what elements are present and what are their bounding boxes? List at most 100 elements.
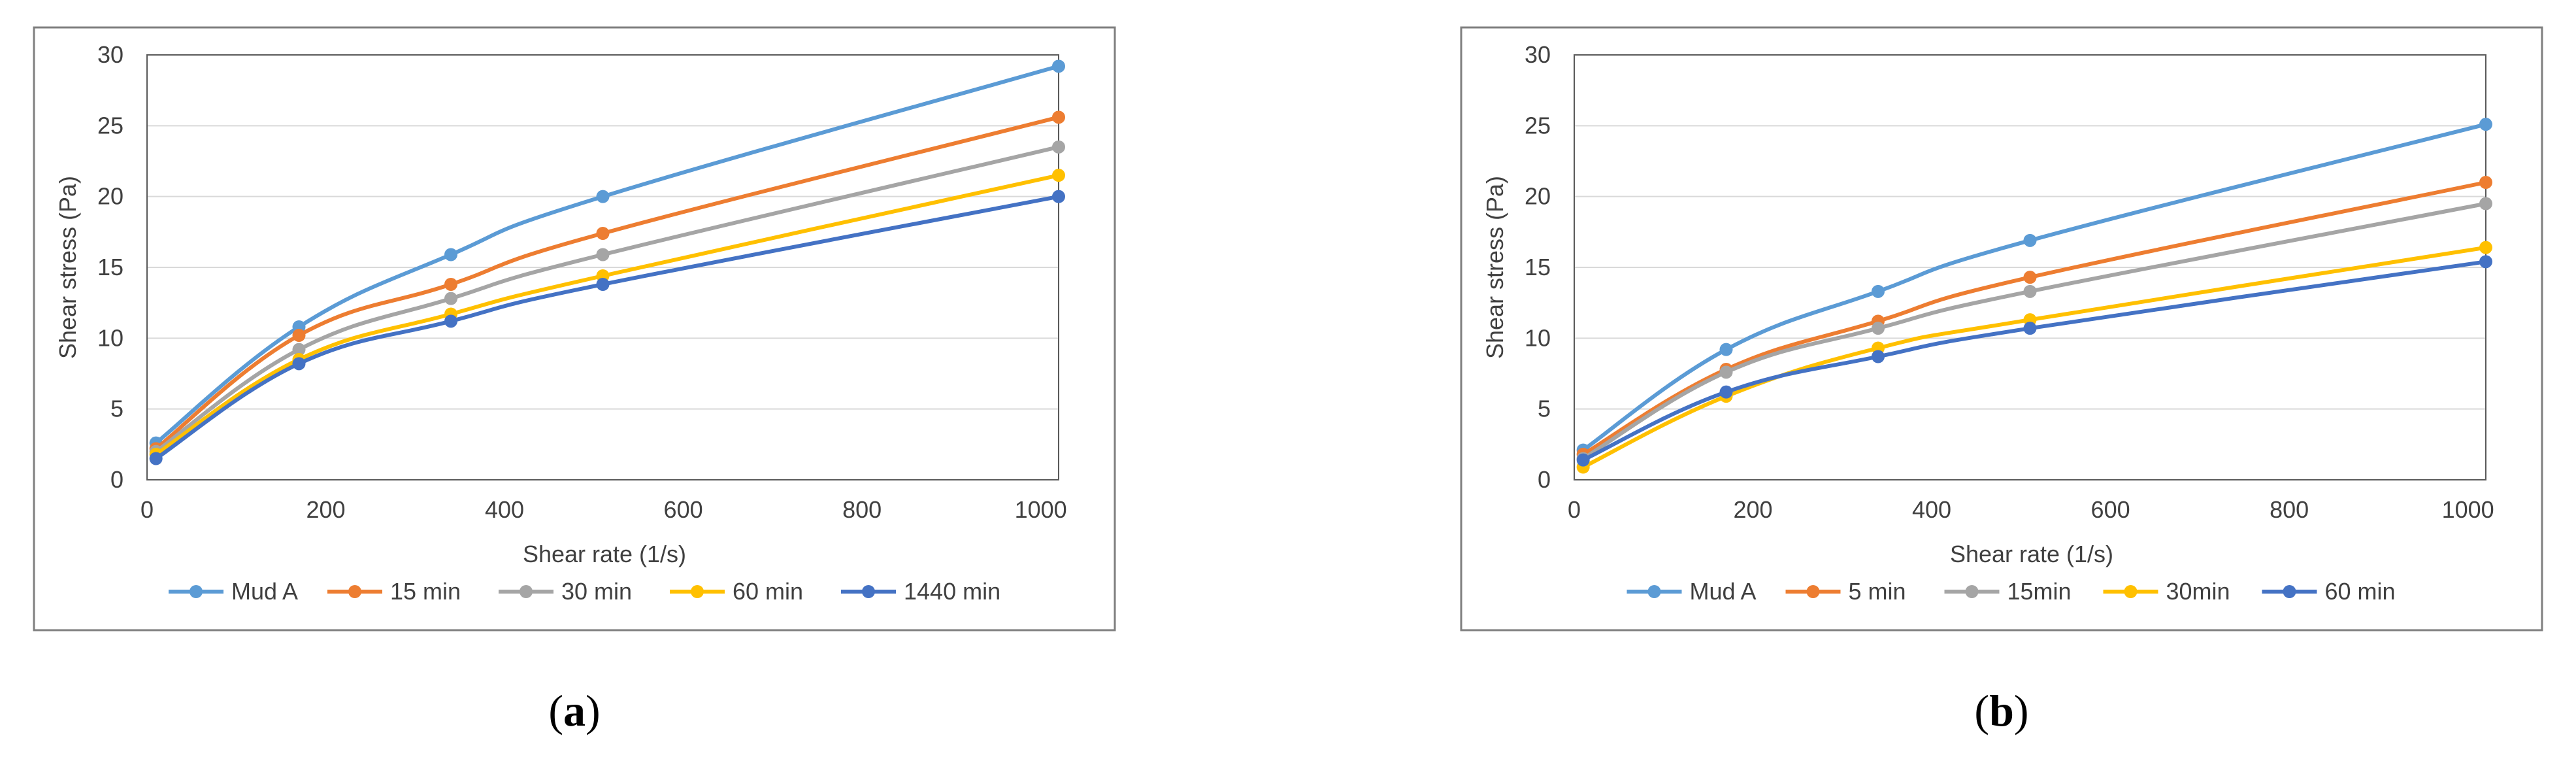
chart-a-legend-label: Mud A	[231, 578, 298, 605]
chart-b-y-axis-title: Shear stress (Pa)	[1481, 176, 1508, 359]
chart-b-legend-item-mud-a: Mud A	[1627, 578, 1757, 605]
chart-b-y-tick-label: 15	[1525, 254, 1551, 280]
chart-b-x-tick-label: 0	[1568, 496, 1581, 523]
chart-a-legend-swatch-marker	[691, 585, 704, 598]
chart-b-legend-label: 15min	[2007, 578, 2072, 605]
chart-a-point-mud-a	[596, 190, 610, 203]
chart-a-x-axis-title: Shear rate (1/s)	[523, 541, 686, 567]
chart-a-point-1440-min	[596, 278, 610, 291]
chart-b-series-line-5-min	[1581, 180, 2488, 456]
chart-b-series-line-15min	[1581, 201, 2488, 461]
chart-b-series-line-30min	[1581, 245, 2488, 469]
chart-b-legend-item-60-min: 60 min	[2262, 578, 2396, 605]
chart-b-y-tick-label: 5	[1538, 395, 1551, 422]
chart-a-legend-item-60-min: 60 min	[670, 578, 803, 605]
chart-a-point-1440-min	[292, 357, 306, 371]
chart-a-y-axis-title: Shear stress (Pa)	[54, 176, 81, 359]
chart-a-point-1440-min	[149, 452, 163, 465]
chart-b-legend-swatch-marker	[1647, 585, 1661, 598]
chart-b-point-15min	[2479, 197, 2492, 210]
chart-b-x-tick-label: 1000	[2442, 496, 2494, 523]
chart-b-point-30min	[2479, 241, 2492, 254]
chart-a-series-line-15-min	[154, 115, 1061, 451]
chart-a-x-axis: 0 200 400 600 800 1000	[140, 496, 1067, 523]
chart-b-point-60-min	[1719, 385, 1733, 399]
chart-b-legend-label: 5 min	[1849, 578, 1906, 605]
chart-a-series-line-1440-min	[154, 194, 1061, 461]
chart-a-y-tick-label: 5	[110, 395, 124, 422]
chart-a-legend-label: 15 min	[390, 578, 461, 605]
chart-a-y-tick-label: 15	[97, 254, 124, 280]
chart-a-legend-item-mud-a: Mud A	[169, 578, 298, 605]
chart-a-point-15-min	[596, 227, 610, 240]
chart-a-legend-swatch-marker	[520, 585, 533, 598]
chart-a-legend-item-15-min: 15 min	[327, 578, 461, 605]
chart-b-point-mud-a	[1719, 343, 1733, 356]
chart-b: 0 5 10 15 20 25 30 0 200 400 600 800 1000 Shear str…	[1460, 26, 2543, 735]
chart-b-frame	[1460, 26, 2543, 631]
chart-a-legend-label: 60 min	[733, 578, 803, 605]
chart-a-y-tick-label: 20	[97, 183, 124, 210]
chart-b-point-5-min	[2479, 176, 2492, 189]
chart-a: 0 5 10 15 20 25 30 0 200 400 600 800 1000 Shear str…	[33, 26, 1116, 735]
chart-b-point-mud-a	[2023, 233, 2037, 247]
chart-b-x-tick-label: 800	[2270, 496, 2309, 523]
chart-a-y-tick-label: 30	[97, 41, 124, 68]
chart-a-legend-label: 30 min	[561, 578, 632, 605]
chart-b-point-5-min	[2023, 271, 2037, 284]
chart-a-x-tick-label: 800	[842, 496, 882, 523]
chart-a-legend-swatch-marker	[862, 585, 875, 598]
chart-b-point-15min	[1872, 322, 1885, 335]
chart-a-point-15-min	[444, 278, 457, 291]
chart-b-point-60-min	[2023, 322, 2037, 335]
chart-b-point-15min	[2023, 284, 2037, 298]
chart-a-point-mud-a	[444, 248, 457, 261]
chart-b-y-tick-label: 0	[1538, 466, 1551, 493]
chart-b-y-tick-label: 25	[1525, 112, 1551, 139]
chart-a-x-tick-label: 600	[664, 496, 703, 523]
chart-a-legend-label: 1440 min	[904, 578, 1000, 605]
chart-a-point-15-min	[292, 329, 306, 342]
chart-a-x-tick-label: 1000	[1015, 496, 1067, 523]
chart-a-frame	[33, 26, 1116, 631]
chart-b-legend-label: 30min	[2166, 578, 2230, 605]
chart-b-caption-letter: b	[1989, 686, 2014, 735]
chart-a-x-tick-label: 0	[140, 496, 154, 523]
chart-b-point-15min	[1719, 365, 1733, 379]
chart-b-y-tick-label: 30	[1525, 41, 1551, 68]
chart-b-y-tick-label: 10	[1525, 324, 1551, 351]
chart-a-series	[149, 59, 1065, 465]
chart-b-legend-label: 60 min	[2325, 578, 2396, 605]
chart-b-point-mud-a	[1872, 284, 1885, 298]
chart-b-legend: Mud A 5 min 15min 30min 60 min	[1627, 578, 2396, 605]
chart-a-point-30-min	[292, 343, 306, 356]
chart-a-series-line-mud-a	[154, 64, 1061, 445]
chart-a-plot-border	[146, 54, 1059, 480]
chart-a-series-line-30-min	[154, 144, 1061, 454]
chart-a-caption: (a)	[548, 686, 600, 735]
chart-a-point-1440-min	[1052, 190, 1065, 203]
chart-a-legend-item-30-min: 30 min	[499, 578, 632, 605]
chart-a-point-60-min	[1052, 169, 1065, 182]
chart-b-legend-swatch-marker	[2283, 585, 2296, 598]
chart-b-point-mud-a	[2479, 118, 2492, 131]
chart-a-series-line-60-min	[154, 173, 1061, 456]
chart-b-x-axis: 0 200 400 600 800 1000	[1568, 496, 2494, 523]
chart-b-point-60-min	[2479, 255, 2492, 269]
chart-b-point-60-min	[1872, 350, 1885, 363]
chart-b-point-60-min	[1576, 453, 1590, 467]
chart-a-y-tick-label: 0	[110, 466, 124, 493]
chart-a-point-mud-a	[1052, 59, 1065, 73]
chart-a-y-tick-label: 10	[97, 324, 124, 351]
chart-a-point-30-min	[1052, 140, 1065, 154]
chart-a-point-30-min	[444, 292, 457, 305]
chart-b-legend-item-5-min: 5 min	[1785, 578, 1906, 605]
chart-a-y-axis: 0 5 10 15 20 25 30	[97, 41, 124, 493]
chart-a-x-tick-label: 400	[485, 496, 524, 523]
chart-b-y-axis: 0 5 10 15 20 25 30	[1525, 41, 1551, 493]
chart-a-legend-swatch-marker	[190, 585, 203, 598]
chart-a-y-tick-label: 25	[97, 112, 124, 139]
chart-b-x-tick-label: 400	[1912, 496, 1951, 523]
chart-a-point-15-min	[1052, 110, 1065, 124]
